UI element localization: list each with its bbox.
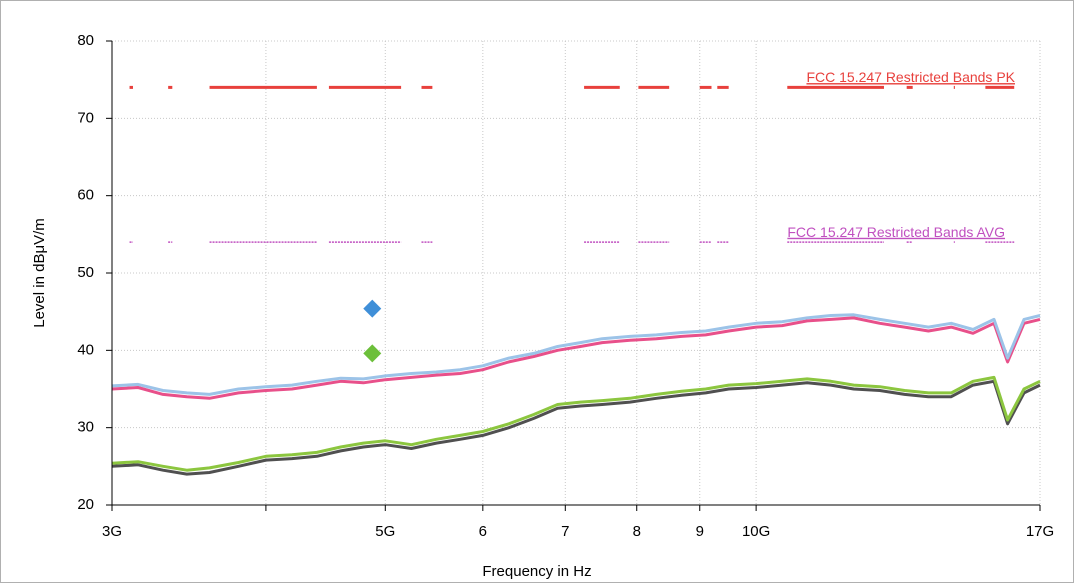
x-tick-label: 6: [479, 523, 487, 540]
y-tick-label: 50: [77, 264, 94, 281]
trace: [111, 316, 1041, 400]
y-tick-label: 20: [77, 496, 94, 513]
marker: [363, 344, 382, 363]
y-tick-label: 70: [77, 109, 94, 126]
x-tick-label: 3G: [102, 523, 122, 540]
trace: [111, 313, 1041, 396]
trace: [111, 375, 1041, 472]
limit-label: FCC 15.247 Restricted Bands AVG: [787, 224, 1005, 240]
limit-label: FCC 15.247 Restricted Bands PK: [806, 69, 1015, 85]
y-tick-label: 80: [77, 32, 94, 49]
y-tick-label: 60: [77, 187, 94, 204]
x-tick-label: 17G: [1026, 523, 1054, 540]
x-tick-label: 10G: [742, 523, 770, 540]
y-tick-label: 30: [77, 419, 94, 436]
x-tick-label: 9: [696, 523, 704, 540]
trace: [111, 379, 1041, 476]
marker: [363, 299, 382, 318]
x-tick-label: 7: [561, 523, 569, 540]
x-tick-label: 8: [633, 523, 641, 540]
x-axis-title: Frequency in Hz: [482, 563, 591, 580]
y-tick-label: 40: [77, 341, 94, 358]
x-tick-label: 5G: [375, 523, 395, 540]
y-axis-title: Level in dBμV/m: [31, 218, 48, 328]
